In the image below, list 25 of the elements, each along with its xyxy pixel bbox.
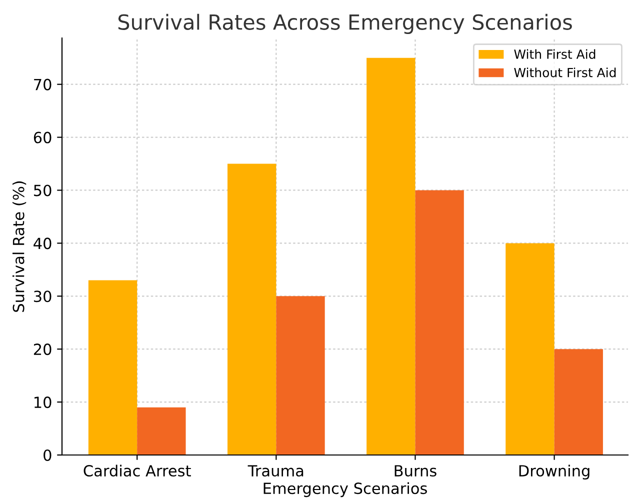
bar xyxy=(366,58,416,455)
legend-label: With First Aid xyxy=(514,49,596,59)
y-tick-label: 0 xyxy=(44,449,52,462)
y-tick-label: 60 xyxy=(34,132,52,144)
x-tick-label: Cardiac Arrest xyxy=(84,464,191,477)
x-axis-title: Emergency Scenarios xyxy=(264,482,427,498)
bar xyxy=(415,190,464,455)
y-tick-label: 30 xyxy=(34,290,52,302)
bar xyxy=(137,407,186,455)
y-tick-label: 20 xyxy=(34,344,52,356)
y-tick-label: 10 xyxy=(34,396,52,408)
y-tick-label: 70 xyxy=(34,78,52,90)
chart-title: Survival Rates Across Emergency Scenarios xyxy=(118,14,572,34)
bar xyxy=(276,296,325,455)
y-axis-title: Survival Rate (%) xyxy=(12,181,26,312)
bar xyxy=(88,280,138,455)
x-tick-label: Burns xyxy=(394,465,436,477)
bar xyxy=(506,243,554,455)
legend-label: Without First Aid xyxy=(514,68,616,78)
y-tick-label: 50 xyxy=(34,184,52,196)
y-tick-label: 40 xyxy=(34,238,52,250)
x-tick-label: Drowning xyxy=(519,464,590,480)
bar xyxy=(227,164,276,455)
bar xyxy=(554,349,603,455)
x-tick-label: Trauma xyxy=(248,465,304,477)
